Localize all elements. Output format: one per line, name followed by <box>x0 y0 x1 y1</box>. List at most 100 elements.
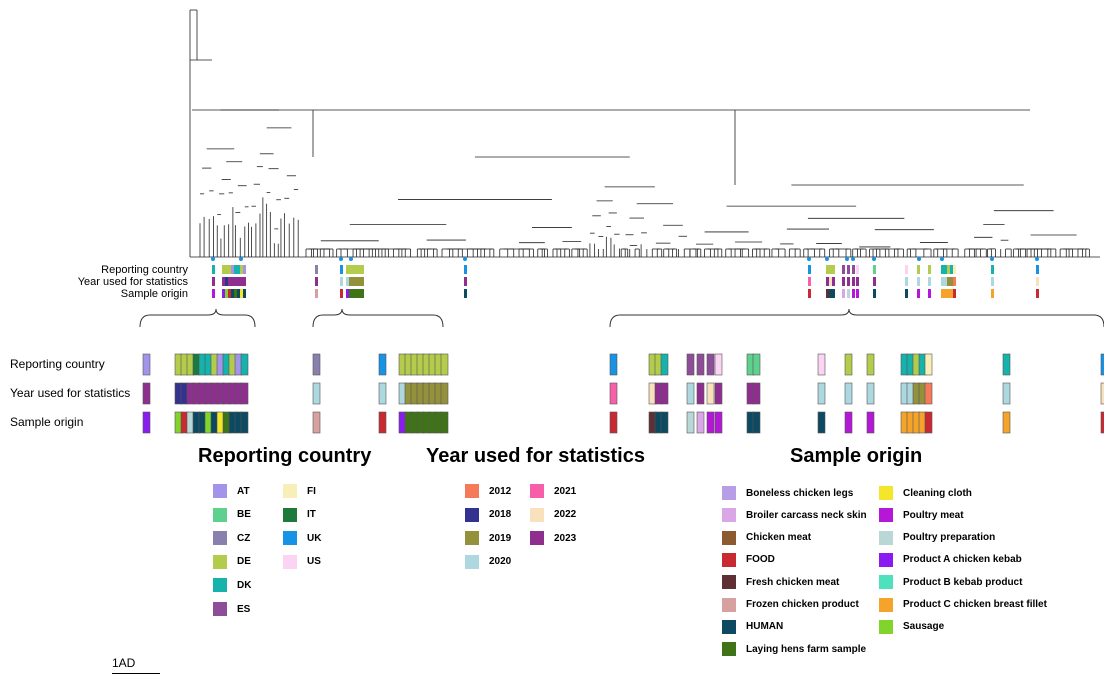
small-track-cell <box>228 277 231 286</box>
zoom-brackets <box>139 308 1104 328</box>
zoom-track-cell <box>924 382 933 405</box>
small-track-cell <box>243 289 246 298</box>
small-track-cell <box>829 265 832 274</box>
legend-label: FOOD <box>746 554 775 566</box>
zoom-track-cell <box>752 411 761 434</box>
legend-title-origin: Sample origin <box>790 445 923 467</box>
small-track-cell <box>941 265 944 274</box>
zoom-bracket <box>139 308 256 328</box>
small-track-cell <box>1036 277 1039 286</box>
legend-item-origin-7: Laying hens farm sample <box>722 641 866 657</box>
legend-label: Fresh chicken meat <box>746 576 840 588</box>
small-track-cell <box>950 289 953 298</box>
legend-item-country-4: DK <box>213 577 251 593</box>
legend-swatch <box>879 575 893 590</box>
zoom-track-cell <box>378 353 387 376</box>
small-track-cell <box>832 265 835 274</box>
zoom-track-cell <box>609 382 618 405</box>
small-track-cell <box>352 289 355 298</box>
small-track-cell <box>231 289 234 298</box>
small-track-cell <box>340 265 343 274</box>
zoom-track-cell <box>312 382 321 405</box>
legend-label: Poultry preparation <box>903 532 996 544</box>
small-track-cell <box>808 277 811 286</box>
small-track-cell <box>358 289 361 298</box>
big-label-origin: Sample origin <box>10 415 84 429</box>
tip-dot <box>872 257 876 261</box>
zoom-track-cell <box>660 382 669 405</box>
small-track-cell <box>358 277 361 286</box>
tip-dot <box>211 257 215 261</box>
legend-swatch <box>879 486 893 500</box>
legend-swatch <box>530 531 544 546</box>
legend-item-origin-13: Product C chicken breast fillet <box>879 597 1047 613</box>
legend-swatch <box>465 484 479 498</box>
zoom-track-cell <box>924 353 933 376</box>
legend-label: 2021 <box>554 485 577 497</box>
legend-label: Broiler carcass neck skin <box>746 509 867 521</box>
small-track-cell <box>234 277 237 286</box>
small-track-cell <box>240 265 243 274</box>
small-track-cell <box>315 265 318 274</box>
legend-swatch <box>213 578 227 593</box>
small-track-cell <box>212 289 215 298</box>
small-track-cell <box>355 277 358 286</box>
small-track-cell <box>234 265 237 274</box>
small-track-cell <box>947 289 950 298</box>
zoom-track-cell <box>817 411 826 434</box>
small-track-cell <box>355 265 358 274</box>
small-track-cell <box>873 289 876 298</box>
legend-label: 2018 <box>489 509 512 521</box>
legend-item-year-6: 2023 <box>530 530 576 546</box>
small-track-cell <box>349 265 352 274</box>
legend-item-country-7: IT <box>283 507 316 523</box>
legend-swatch <box>722 575 736 590</box>
small-track-cell <box>941 289 944 298</box>
zoom-track-cell <box>142 353 151 376</box>
tip-dot <box>349 257 353 261</box>
tip-dot <box>940 257 944 261</box>
legend-item-origin-12: Product B kebab product <box>879 574 1022 590</box>
legend-item-origin-8: Cleaning cloth <box>879 485 972 501</box>
zoom-track-cell <box>706 411 715 434</box>
legend-label: Poultry meat <box>903 509 964 521</box>
small-track-cell <box>1036 265 1039 274</box>
zoom-track-cell <box>866 353 875 376</box>
small-track-cell <box>225 277 228 286</box>
small-label-origin: Sample origin <box>120 288 188 300</box>
legend-swatch <box>879 552 893 567</box>
zoom-track-cell <box>1002 382 1011 405</box>
small-track-cell <box>953 265 956 274</box>
small-track-cell <box>873 277 876 286</box>
zoom-track-cell <box>660 353 669 376</box>
legend-swatch <box>213 484 227 498</box>
legend-swatch <box>213 602 227 616</box>
small-track-cell <box>829 277 832 286</box>
legend-label: 2023 <box>554 532 577 544</box>
small-track-cell <box>832 289 835 298</box>
small-track-cell <box>234 289 237 298</box>
legend-swatch <box>283 554 297 569</box>
zoom-track-cell <box>660 411 669 434</box>
small-track-cell <box>1036 289 1039 298</box>
small-track-cell <box>355 289 358 298</box>
zoom-track-cell <box>1100 411 1104 434</box>
legend-swatch <box>213 507 227 522</box>
legend-item-country-9: US <box>283 554 321 570</box>
legend-item-origin-1: Broiler carcass neck skin <box>722 507 867 523</box>
legend-swatch <box>283 484 297 498</box>
legend-item-country-6: FI <box>283 483 316 499</box>
small-track-cell <box>240 277 243 286</box>
small-track-cell <box>464 265 467 274</box>
legend-item-country-2: CZ <box>213 530 250 546</box>
zoom-track-cell <box>312 411 321 434</box>
legend-item-origin-14: Sausage <box>879 619 944 635</box>
small-track-cell <box>826 277 829 286</box>
zoom-track-cell <box>844 411 853 434</box>
legend-swatch <box>213 554 227 569</box>
legend-label: 2020 <box>489 556 512 568</box>
small-track-cell <box>928 277 931 286</box>
small-track-cell <box>464 289 467 298</box>
small-track-cell <box>464 277 467 286</box>
legend-item-country-0: AT <box>213 483 250 499</box>
